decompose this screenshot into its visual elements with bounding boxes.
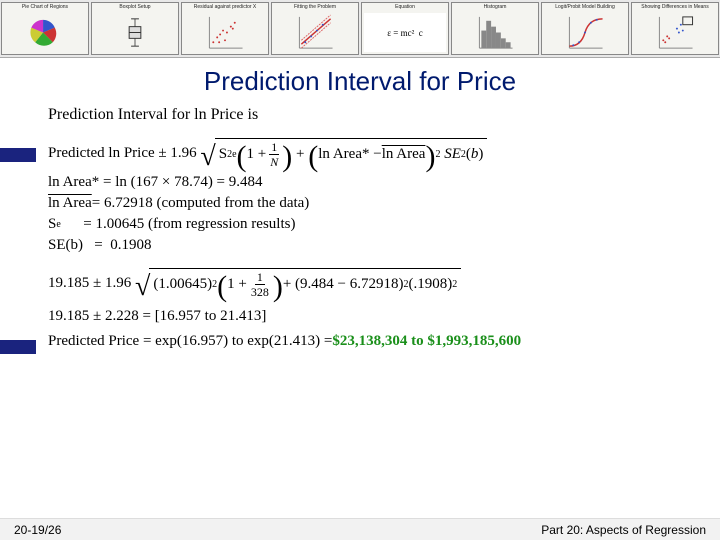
formula-line: Predicted ln Price ± 1.96 √ S2e (1 + 1N … — [48, 138, 708, 168]
thumb-fit: Fitting the Problem — [271, 2, 359, 55]
thumbnail-strip: Pie Chart of Regions Boxplot Setup — [0, 0, 720, 58]
thumb-logit: Logit/Probit Model Building — [541, 2, 629, 55]
thumb-boxplot: Boxplot Setup — [91, 2, 179, 55]
slide-title: Prediction Interval for Price — [0, 66, 720, 97]
ln-area-star: ln Area* = ln (167 × 78.74) = 9.484 — [48, 174, 708, 191]
thumb-equation: Equation ε = mc² c — [361, 2, 449, 55]
thumb-diffs: Showing Differences in Means — [631, 2, 719, 55]
thumb-scatter: Residual against predictor X — [181, 2, 269, 55]
accent-bar-2 — [0, 340, 36, 354]
content-heading: Prediction Interval for ln Price is — [48, 106, 708, 124]
footer-left: 20-19/26 — [14, 523, 61, 537]
accent-bar-1 — [0, 148, 36, 162]
thumb-pie: Pie Chart of Regions — [1, 2, 89, 55]
se-line: Se = 1.00645 (from regression results) — [48, 216, 708, 233]
footer: 20-19/26 Part 20: Aspects of Regression — [0, 518, 720, 540]
content-area: Prediction Interval for ln Price is Pred… — [48, 100, 708, 356]
ln-area-mean: ln Area = 6.72918 (computed from the dat… — [48, 195, 708, 212]
interval-line: 19.185 ± 2.228 = [16.957 to 21.413] — [48, 308, 708, 325]
predicted-result: $23,138,304 to $1,993,185,600 — [332, 333, 521, 350]
equation-text: ε = mc² c — [387, 28, 423, 38]
predicted-line: Predicted Price = exp(16.957) to exp(21.… — [48, 333, 708, 350]
thumb-histogram: Histogram — [451, 2, 539, 55]
seb-line: SE(b) = 0.1908 — [48, 237, 708, 254]
footer-right: Part 20: Aspects of Regression — [541, 523, 706, 537]
calc-line: 19.185 ± 1.96 √ (1.00645)2 (1 + 1328 ) +… — [48, 268, 708, 298]
